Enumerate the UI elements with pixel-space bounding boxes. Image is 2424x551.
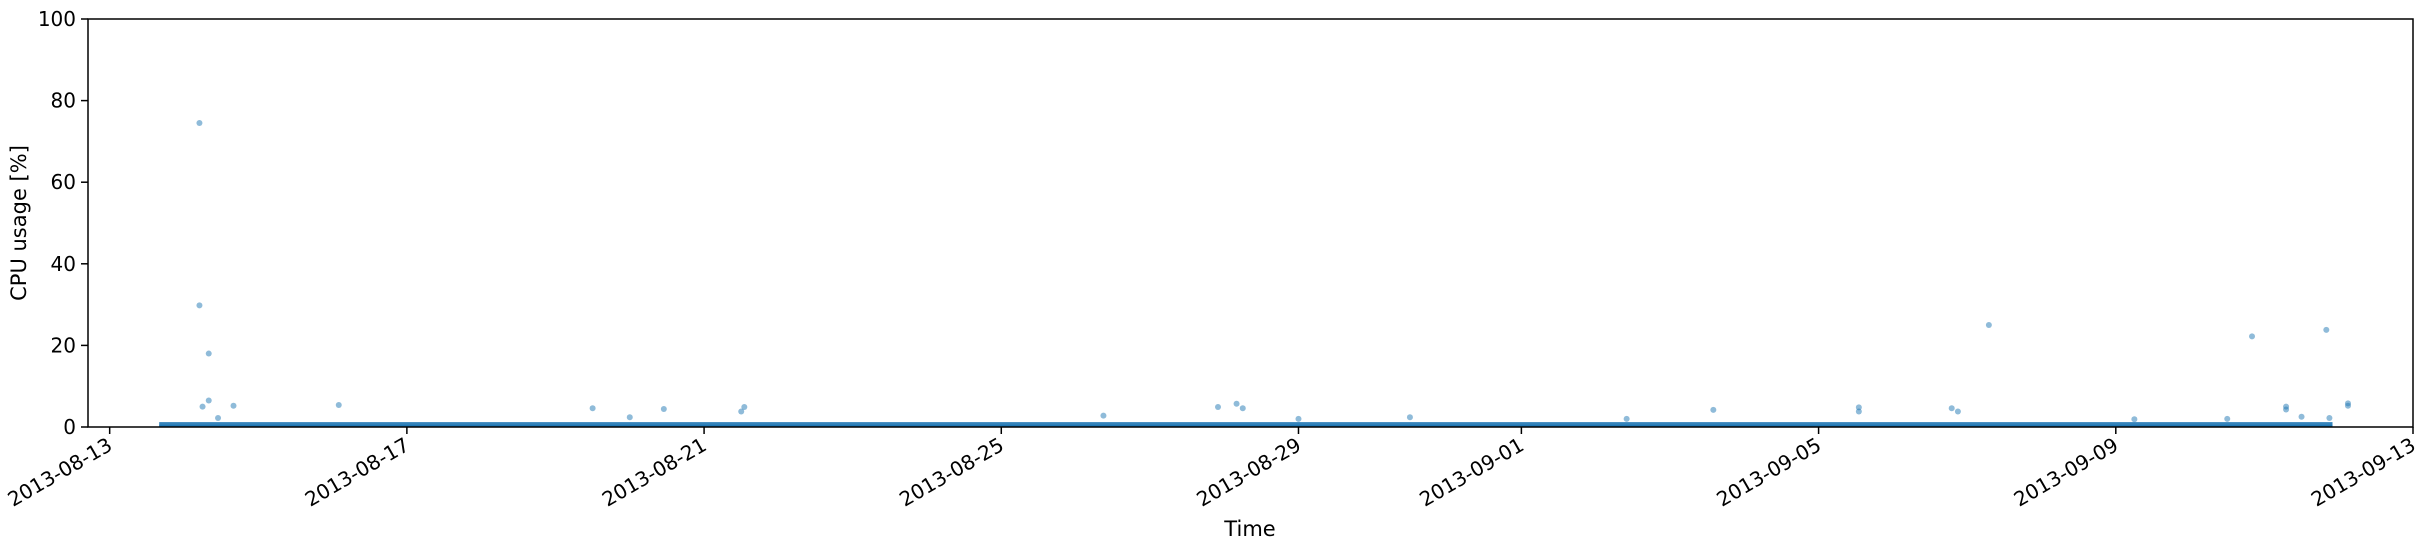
- dense-data-band: [159, 422, 2333, 427]
- data-point-14: [1214, 404, 1221, 411]
- data-point-9: [660, 406, 667, 413]
- data-point-17: [1855, 408, 1862, 415]
- data-point-31: [1295, 415, 1302, 422]
- x-tick-label-1: 2013-08-17: [301, 433, 414, 512]
- data-point-20: [1985, 322, 1992, 328]
- data-point-32: [1406, 414, 1413, 421]
- data-point-11: [738, 408, 745, 415]
- data-point-2: [205, 350, 212, 357]
- x-tick-label-7: 2013-09-09: [2010, 433, 2123, 512]
- x-tick-label-0: 2013-08-13: [4, 433, 117, 512]
- x-tick-label-5: 2013-09-01: [1415, 433, 1528, 512]
- data-point-8: [589, 405, 596, 412]
- plot-frame: [87, 18, 2414, 428]
- data-points: [196, 120, 2351, 423]
- data-point-1: [196, 302, 203, 309]
- data-point-23: [2283, 406, 2290, 413]
- x-tick-label-8: 2013-09-13: [2307, 433, 2420, 512]
- data-point-7: [335, 401, 342, 408]
- x-tick-label-4: 2013-08-29: [1192, 433, 1305, 512]
- y-axis: 0 20 40 60 80 100: [38, 7, 88, 439]
- data-point-0: [196, 120, 203, 127]
- x-axis-label: Time: [1223, 517, 1275, 541]
- y-tick-label-4: 80: [51, 89, 76, 113]
- y-tick-label-2: 40: [51, 252, 76, 276]
- data-point-4: [199, 403, 206, 410]
- data-point-21: [2249, 333, 2256, 340]
- data-point-5: [215, 415, 222, 422]
- x-tick-label-6: 2013-09-05: [1712, 433, 1825, 512]
- data-point-15: [1710, 406, 1717, 413]
- data-point-33: [1623, 415, 1630, 422]
- y-tick-label-5: 100: [38, 7, 76, 31]
- data-point-30: [1100, 412, 1107, 419]
- data-point-19: [1954, 408, 1961, 415]
- data-point-29: [626, 414, 633, 421]
- x-tick-label-2: 2013-08-21: [598, 433, 711, 512]
- y-tick-label-3: 60: [51, 170, 76, 194]
- data-point-34: [2131, 416, 2138, 423]
- data-point-18: [1948, 405, 1955, 412]
- data-point-24: [2323, 326, 2330, 333]
- data-point-28: [2326, 415, 2333, 422]
- data-point-26: [2344, 402, 2351, 409]
- data-point-35: [2224, 415, 2231, 422]
- data-point-6: [230, 402, 237, 409]
- data-point-27: [2298, 413, 2305, 420]
- x-tick-label-3: 2013-08-25: [895, 433, 1008, 512]
- y-axis-label: CPU usage [%]: [7, 145, 31, 301]
- baseline-band: [159, 422, 2333, 426]
- data-point-12: [1233, 400, 1240, 407]
- data-point-13: [1239, 405, 1246, 412]
- y-tick-label-1: 20: [51, 333, 76, 357]
- y-tick-label-0: 0: [63, 415, 76, 439]
- x-axis: 2013-08-13 2013-08-17 2013-08-21 2013-08-25…: [4, 427, 2420, 511]
- data-point-10: [741, 404, 748, 411]
- data-point-3: [205, 397, 212, 404]
